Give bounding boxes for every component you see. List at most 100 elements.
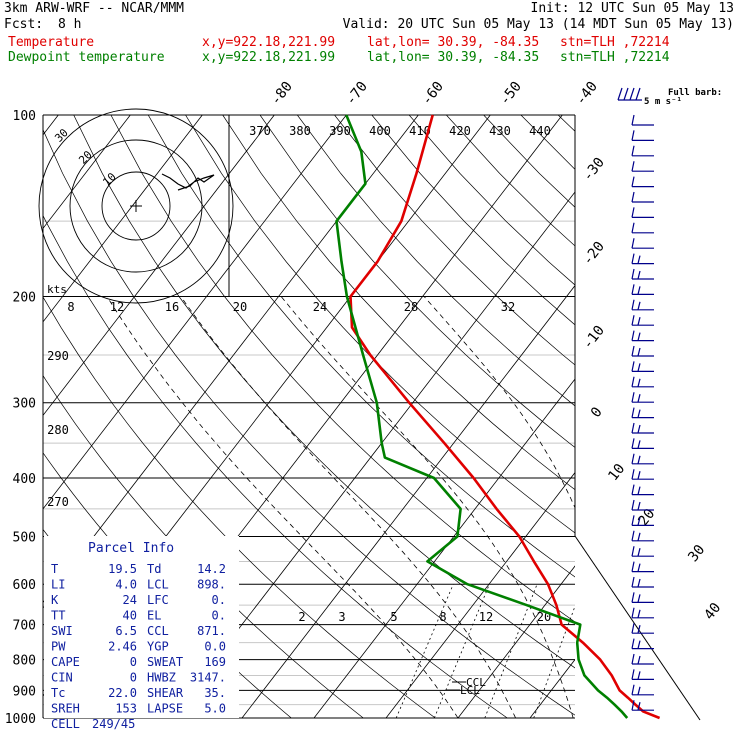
wind-barb [631, 700, 654, 711]
dry-adiabat [110, 115, 575, 623]
theta-label: 440 [529, 124, 551, 138]
dry-adiabat [147, 115, 575, 578]
mixing-ratio-label: 2 [298, 610, 305, 624]
wind-barb [631, 268, 654, 280]
wind-barbs: Full barb: 5 m s⁻¹ [617, 87, 722, 711]
barb-flag [631, 576, 635, 588]
parcel-row-value: 35. [204, 686, 226, 700]
parcel-row-value: 169 [204, 655, 226, 669]
barb-flag [631, 469, 635, 480]
wind-barb [631, 684, 654, 696]
wind-barb [631, 407, 654, 419]
barb-legend-title: Full barb: [668, 88, 722, 98]
pressure-tick-label: 900 [13, 684, 36, 699]
pressure-tick-label: 700 [13, 619, 36, 634]
isotherm-label: 40 [701, 600, 724, 623]
dry-adiabat [595, 115, 740, 718]
barb-flag [637, 332, 641, 341]
forecast-label: Fcst: [4, 17, 44, 32]
isotherm-label: -10 [580, 323, 608, 353]
parcel-row-label: CIN [51, 671, 73, 685]
ccl-label: CCL [466, 676, 486, 689]
wind-barb [631, 530, 654, 542]
temperature-legend-latlon: lat,lon= 30.39, -84.35 [367, 35, 540, 50]
isotherm-label: 0 [588, 404, 606, 420]
mixing-ratio-line [533, 605, 575, 718]
barb-flag [637, 578, 641, 588]
dry-adiabat [297, 115, 575, 407]
barb-flag [629, 87, 635, 101]
theta-label: 400 [369, 124, 391, 138]
parcel-row-label: Td [147, 562, 161, 576]
barb-flag [631, 684, 635, 695]
dry-adiabat [222, 115, 575, 491]
barb-flag [637, 548, 641, 557]
theta-label: 280 [47, 423, 69, 437]
hodograph-trace [161, 173, 215, 191]
barb-flag [631, 653, 635, 665]
parcel-row-value: 898. [197, 578, 226, 592]
barb-flag [637, 702, 641, 711]
theta-label: 370 [249, 124, 271, 138]
wind-barb [631, 392, 654, 403]
parcel-info-title: Parcel Info [88, 541, 174, 556]
pressure-tick-label: 500 [13, 530, 36, 545]
barb-flag [637, 317, 641, 326]
parcel-box-bg [44, 536, 239, 718]
barb-flag [631, 669, 635, 680]
barb-flag [631, 407, 635, 418]
isotherm [43, 115, 131, 230]
mixing-ratio-label: 20 [233, 300, 247, 314]
theta-label: 430 [489, 124, 511, 138]
isotherm-label: -30 [580, 155, 608, 185]
wind-barb [631, 315, 654, 326]
dry-adiabat [73, 115, 575, 669]
pressure-tick-label: 400 [13, 472, 36, 487]
barb-flag [637, 440, 641, 449]
barb-flag [637, 671, 641, 680]
hodograph-ring [101, 171, 171, 241]
mixing-ratio-line [578, 584, 625, 718]
barb-flag [631, 315, 635, 326]
valid-time: Valid: 20 UTC Sun 05 May 13 (14 MDT Sun … [342, 17, 734, 32]
barb-flag [637, 424, 641, 434]
barb-flag [637, 394, 641, 403]
isotherm [169, 191, 575, 718]
theta-label: 290 [47, 349, 69, 363]
wind-barb [631, 299, 654, 311]
temperature-legend-station: stn=TLH ,72214 [560, 35, 670, 50]
barb-flag [631, 484, 635, 495]
barb-flag [637, 301, 641, 310]
parcel-row-label: Tc [51, 686, 65, 700]
isotherm-label: -60 [419, 79, 447, 109]
barb-flag [637, 532, 641, 541]
wind-barb [631, 638, 654, 650]
parcel-row-value: 6.5 [115, 624, 137, 638]
dry-adiabat [670, 115, 740, 718]
barb-flag [631, 546, 635, 557]
mixing-ratio-label: 8 [439, 610, 446, 624]
mixing-ratio-label: 16 [165, 300, 179, 314]
parcel-row-label: T [51, 562, 58, 576]
parcel-row-label: K [51, 593, 59, 607]
parcel-row-label: LI [51, 578, 65, 592]
temperature-legend-xy: x,y=922.18,221.99 [202, 35, 336, 50]
wind-barb [631, 561, 654, 573]
mixing-ratio-label: 8 [67, 300, 74, 314]
pressure-tick-label: 600 [13, 578, 36, 593]
parcel-row-value: 0 [130, 655, 137, 669]
mixing-ratio-label: 28 [404, 300, 418, 314]
pressure-tick-label: 200 [13, 291, 36, 306]
parcel-row-label: SWEAT [147, 655, 183, 669]
barb-flag [637, 655, 641, 665]
parcel-row-value: 249/45 [92, 717, 135, 731]
barb-legend-symbol [617, 87, 642, 101]
parcel-row-label: SREH [51, 702, 80, 716]
hodograph-ring-label: 20 [76, 148, 95, 167]
barb-flag [631, 330, 635, 341]
pressure-tick-label: 100 [13, 109, 36, 124]
parcel-row-value: 4.0 [115, 578, 137, 592]
isotherm [43, 115, 275, 417]
hodograph-ring [38, 108, 234, 304]
wind-barb [631, 515, 654, 527]
